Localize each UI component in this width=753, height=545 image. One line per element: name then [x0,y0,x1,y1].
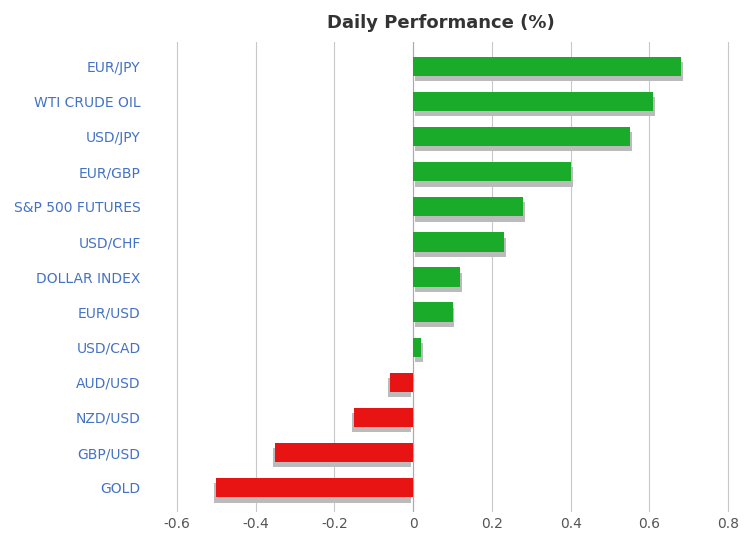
Bar [389,373,413,392]
Bar [413,268,460,287]
Bar [415,167,572,186]
Bar [413,162,571,181]
Bar [415,343,423,362]
Bar [215,483,411,502]
Bar [388,378,411,397]
Bar [413,232,504,252]
Bar [415,97,655,117]
Bar [415,308,455,327]
Bar [413,92,654,111]
Bar [352,413,411,432]
Bar [413,197,523,216]
Bar [273,448,411,468]
Title: Daily Performance (%): Daily Performance (%) [327,14,554,32]
Bar [276,443,413,462]
Bar [216,478,413,498]
Bar [413,337,421,357]
Bar [415,202,526,222]
Bar [415,62,683,81]
Bar [415,238,505,257]
Bar [413,127,630,146]
Bar [354,408,413,427]
Bar [413,57,681,76]
Bar [415,272,462,292]
Bar [413,302,453,322]
Bar [415,132,632,152]
